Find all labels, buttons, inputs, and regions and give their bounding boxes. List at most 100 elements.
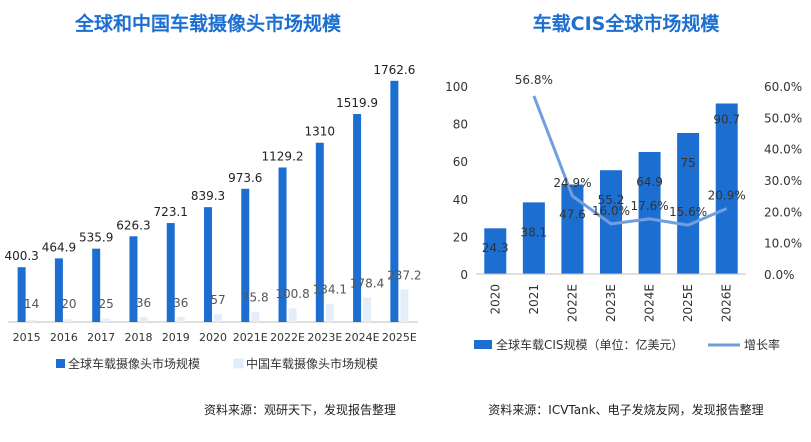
global-camera-bar [315, 142, 324, 322]
china-camera-value-label: 36 [173, 296, 188, 310]
right-source-note: 资料来源：ICVTank、电子发烧友网，发现报告整理 [488, 402, 763, 417]
global-camera-value-label: 973.6 [228, 171, 262, 185]
right-x-tick-label: 2021 [527, 284, 541, 315]
global-camera-value-label: 1762.6 [373, 63, 415, 77]
growth-rate-value-label: 24.9% [553, 176, 591, 190]
growth-rate-value-label: 56.8% [515, 73, 553, 87]
global-camera-bar [390, 80, 399, 322]
global-camera-bar [166, 223, 175, 322]
global-camera-value-label: 839.3 [191, 189, 225, 203]
china-camera-value-label: 100.8 [275, 287, 309, 301]
legend-swatch-cis-bar [474, 340, 492, 349]
growth-rate-value-label: 17.6% [631, 199, 669, 213]
growth-rate-value-label: 16.0% [592, 204, 630, 218]
right-chart-plot: 0 20 40 60 80 100 0.0% 10.0% 20.0% 30.0% 40.0% 50.0… [445, 73, 802, 322]
china-camera-value-label: 14 [24, 297, 39, 311]
legend-label-growth-line: 增长率 [744, 337, 780, 352]
right-chart-right-y-tick: 30.0% [764, 174, 802, 188]
right-x-tick-label: 2022E [565, 284, 579, 322]
global-camera-bar [92, 248, 101, 322]
china-camera-value-label: 57 [210, 293, 225, 307]
china-camera-bar [27, 320, 36, 322]
china-camera-value-label: 134.1 [313, 283, 347, 297]
cis-bar-value-label: 64.9 [636, 175, 663, 189]
left-x-tick-label: 2017 [87, 331, 115, 344]
left-x-tick-label: 2018 [124, 331, 152, 344]
china-camera-bar [400, 289, 409, 322]
cis-market-bar [638, 151, 661, 274]
global-camera-value-label: 400.3 [4, 249, 38, 263]
left-legend: 全球车载摄像头市场规模 中国车载摄像头市场规模 [56, 356, 378, 371]
left-x-tick-label: 2025E [382, 331, 417, 344]
right-chart-right-y-tick: 60.0% [764, 80, 802, 94]
right-x-tick-label: 2026E [720, 284, 734, 322]
china-camera-bar [176, 317, 185, 322]
china-camera-value-label: 237.2 [387, 269, 421, 283]
right-chart-right-y-tick: 10.0% [764, 237, 802, 251]
legend-label-cis-bar: 全球车载CIS规模（单位：亿美元） [496, 337, 684, 352]
right-chart-left-y-tick: 80 [453, 118, 468, 132]
right-chart-right-y-tick: 50.0% [764, 111, 802, 125]
legend-label-global-camera: 全球车载摄像头市场规模 [68, 356, 200, 371]
right-x-tick-label: 2023E [604, 284, 618, 322]
legend-swatch-china-camera [233, 358, 244, 369]
global-camera-value-label: 535.9 [79, 231, 113, 245]
china-camera-bar [102, 318, 111, 322]
china-camera-value-label: 178.4 [350, 277, 384, 291]
cis-market-bar [522, 202, 545, 274]
cis-market-bar [715, 103, 738, 274]
left-chart-plot: 400.3 14 2015 464.9 20 2016 535.9 25 2017 626.3 36… [4, 63, 421, 344]
right-chart-title: 车载CIS全球市场规模 [533, 12, 721, 35]
right-x-tick-label: 2025E [681, 284, 695, 322]
right-chart-left-y-tick: 60 [453, 155, 468, 169]
china-camera-bar [214, 314, 222, 322]
right-chart-left-y-tick: 20 [453, 230, 468, 244]
left-x-tick-label: 2020 [199, 331, 227, 344]
cis-bar-value-label: 55.2 [598, 193, 625, 207]
china-camera-bar [363, 297, 372, 322]
cis-market-bar [561, 184, 584, 274]
left-x-tick-label: 2019 [162, 331, 190, 344]
legend-swatch-global-camera [56, 359, 65, 368]
china-camera-bar [251, 311, 260, 322]
left-x-tick-label: 2022E [270, 331, 305, 344]
left-chart-title: 全球和中国车载摄像头市场规模 [74, 12, 342, 35]
global-camera-value-label: 1129.2 [262, 149, 304, 163]
global-camera-bar [54, 258, 63, 322]
right-chart-left-y-tick: 0 [460, 268, 468, 282]
global-camera-bar [278, 167, 287, 322]
growth-rate-value-label: 15.6% [669, 205, 707, 219]
right-chart-right-y-tick: 20.0% [764, 205, 802, 219]
global-camera-bar [17, 267, 26, 322]
global-camera-value-label: 464.9 [42, 240, 76, 254]
global-camera-bar [204, 207, 212, 322]
cis-bar-value-label: 24.3 [482, 241, 509, 255]
left-x-tick-label: 2015 [13, 331, 41, 344]
global-camera-value-label: 723.1 [154, 205, 188, 219]
china-camera-bar [325, 303, 334, 322]
growth-rate-value-label: 20.9% [708, 189, 746, 203]
right-x-tick-label: 2020 [488, 284, 502, 315]
right-chart-left-y-tick: 100 [445, 80, 468, 94]
china-camera-bar [64, 319, 73, 322]
china-camera-value-label: 20 [61, 297, 76, 311]
right-chart-left-y-tick: 40 [453, 193, 468, 207]
china-camera-value-label: 75.8 [242, 291, 269, 305]
legend-label-china-camera: 中国车载摄像头市场规模 [246, 356, 378, 371]
cis-market-bar [484, 228, 507, 274]
left-x-tick-label: 2024E [345, 331, 380, 344]
global-camera-bar [129, 236, 138, 322]
cis-bar-value-label: 47.6 [559, 208, 586, 222]
right-legend: 全球车载CIS规模（单位：亿美元） 增长率 [474, 337, 780, 352]
left-source-note: 资料来源：观研天下，发现报告整理 [204, 402, 396, 417]
growth-rate-line [532, 95, 728, 227]
cis-bar-value-label: 38.1 [520, 225, 547, 239]
right-chart-right-y-tick: 0.0% [764, 268, 795, 282]
china-camera-value-label: 36 [136, 296, 151, 310]
cis-market-bar [677, 133, 700, 274]
left-x-tick-label: 2023E [307, 331, 342, 344]
left-x-tick-label: 2016 [50, 331, 78, 344]
global-camera-value-label: 626.3 [116, 218, 150, 232]
cis-bar-value-label: 90.7 [713, 112, 740, 126]
